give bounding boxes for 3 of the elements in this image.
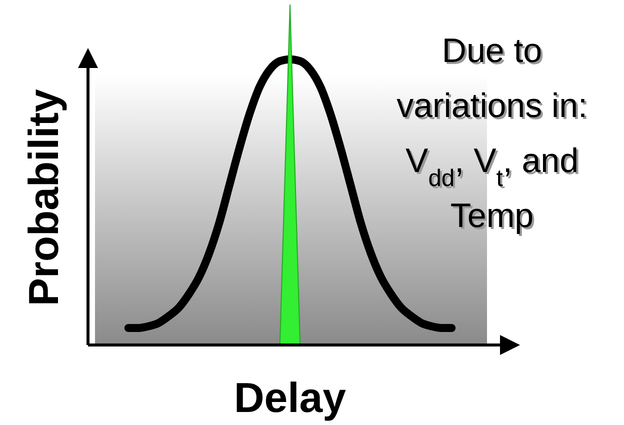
annotation: Due to variations in: V$_{dd}$, V$_{t}$, and Temp [396,32,588,235]
y-axis-title: Probability [20,88,67,306]
x-axis-title: Delay [234,374,347,421]
